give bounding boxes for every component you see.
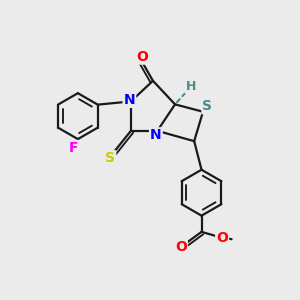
Text: N: N	[124, 93, 135, 107]
Text: O: O	[137, 50, 148, 64]
Text: O: O	[175, 240, 187, 254]
Text: S: S	[202, 99, 212, 113]
Text: N: N	[150, 128, 162, 142]
Text: H: H	[185, 80, 196, 93]
Text: F: F	[69, 141, 78, 155]
Text: O: O	[216, 231, 228, 245]
Text: S: S	[105, 151, 115, 165]
